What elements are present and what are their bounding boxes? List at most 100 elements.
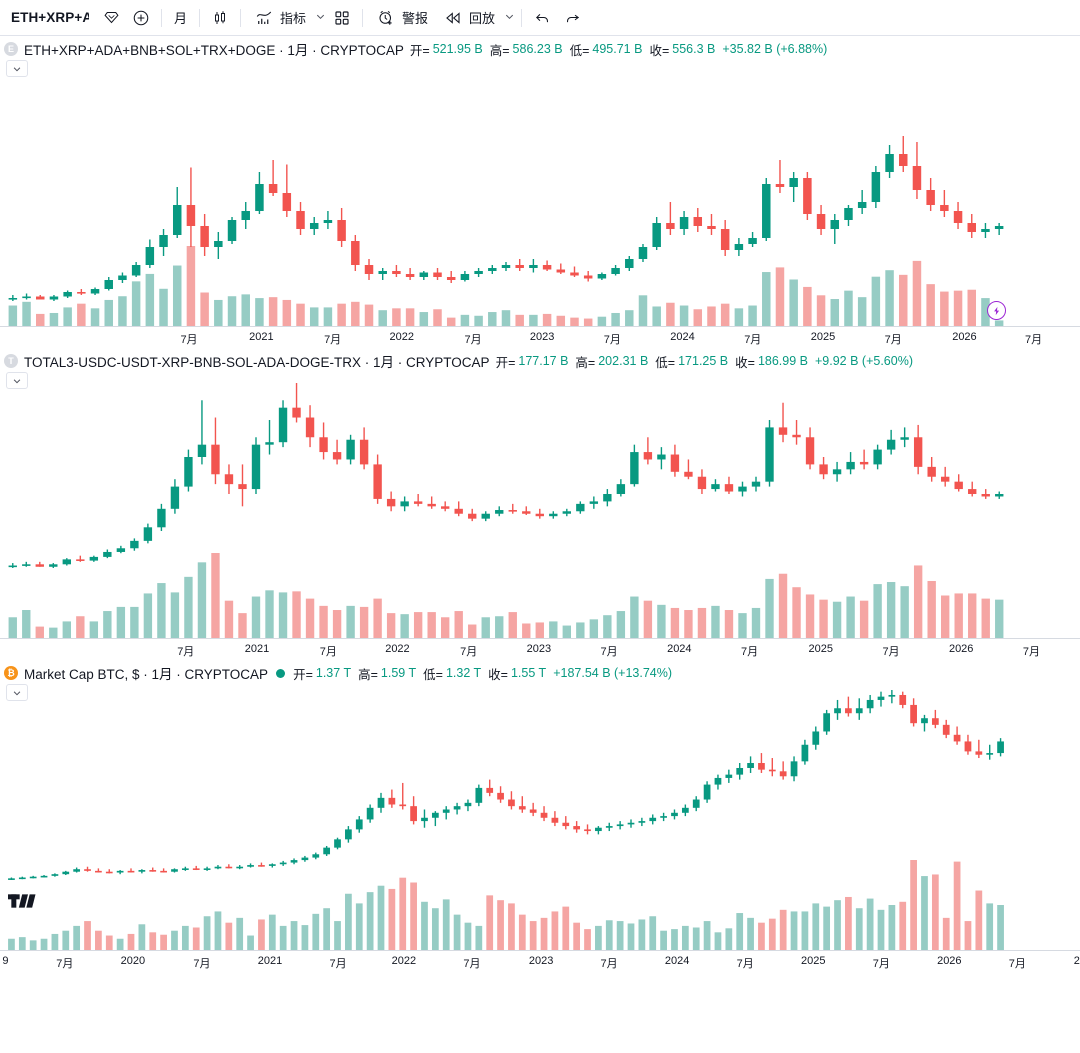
x-axis-tick-label: 9 (2, 955, 9, 967)
x-axis-tick-label: 2023 (528, 955, 554, 967)
rewind-icon (442, 7, 464, 29)
indicator-chart-icon (253, 7, 275, 29)
candlestick-series (8, 383, 1004, 568)
pane-collapse-button[interactable] (6, 60, 28, 77)
change-value: +187.54 B (+13.74%) (553, 666, 673, 680)
replay-button[interactable]: 回放 (435, 4, 502, 32)
symbol-badge-icon: T (4, 354, 18, 368)
x-axis-tick-label: 2025 (800, 955, 826, 967)
plus-circle-icon (130, 7, 152, 29)
x-axis-tick-label: 2025 (808, 643, 834, 655)
x-axis-tick-label: 2021 (257, 955, 283, 967)
x-axis-tick-label: 2020 (120, 955, 146, 967)
ohlc-value: 186.99 B (757, 354, 808, 368)
x-axis-tick-label: 7月 (872, 958, 890, 970)
symbol-badge-icon: ₿ (4, 666, 18, 680)
chevron-down-icon (504, 10, 515, 25)
x-axis-tick-label: 7月 (600, 958, 618, 970)
pane-collapse-button[interactable] (6, 372, 28, 389)
x-axis-tick-label: 2026 (948, 643, 974, 655)
x-axis-tick-label: 2023 (529, 331, 555, 343)
add-symbol-button[interactable] (126, 4, 156, 32)
chart-pane-2[interactable]: T TOTAL3-USDC-USDT-XRP-BNB-SOL-ADA-DOGE-T… (0, 348, 1080, 660)
chart-pane-3[interactable]: ₿ Market Cap BTC, $ · 1月 · CRYPTOCAP 开= 1.3… (0, 660, 1080, 978)
indicators-label: 指标 (280, 11, 307, 26)
x-axis-tick-label: 7月 (56, 958, 74, 970)
ohlc-value: 586.23 B (512, 42, 563, 56)
symbol-label: ETH+XRP+AD (11, 10, 89, 25)
x-axis-tick-label: 7月 (460, 646, 478, 658)
candlestick-plot[interactable] (0, 348, 1080, 638)
alerts-label: 警报 (402, 11, 429, 26)
x-axis-tick-label: 7月 (1022, 646, 1040, 658)
interval-label: 月 (174, 11, 188, 26)
ohlc-value: 171.25 B (678, 354, 729, 368)
pane-title[interactable]: ETH+XRP+ADA+BNB+SOL+TRX+DOGE · 1月 · CRYP… (24, 43, 404, 58)
x-axis-tick-label: 2021 (244, 643, 270, 655)
x-axis-tick-label: 7月 (600, 646, 618, 658)
change-value: +9.92 B (+5.60%) (815, 354, 913, 368)
x-axis-tick-label: 7月 (1024, 334, 1043, 346)
symbol-search-button[interactable]: ETH+XRP+AD (4, 4, 96, 32)
indicators-button[interactable]: 指标 (246, 4, 313, 32)
x-axis-tick-label: 7月 (603, 334, 621, 346)
x-axis-tick-label: 2023 (526, 643, 552, 655)
ohlc-value: 1.37 T (315, 666, 352, 680)
redo-button[interactable] (557, 4, 587, 32)
x-axis-tick-label: 7月 (736, 958, 754, 970)
x-axis-tick-label: 7月 (180, 334, 198, 346)
redo-arrow-icon (561, 7, 583, 29)
candlestick-plot[interactable] (0, 660, 1080, 950)
x-axis-tick-label: 7月 (193, 958, 211, 970)
x-axis[interactable]: 7月 2021 7月 2022 7月 2023 7月 2024 7月 2025 7月 2026 7月 (0, 326, 1080, 348)
x-axis-tick-label: 2 (1073, 955, 1080, 967)
ohlc-values: 开= 521.95 B 高= 586.23 B 低= 495.71 B 收= 556.3 B +… (410, 40, 827, 59)
ohlc-value: 1.55 T (510, 666, 547, 680)
x-axis-tick-label: 7月 (884, 334, 902, 346)
volume-series (8, 553, 1004, 638)
indicators-dropdown-button[interactable] (313, 7, 327, 29)
top-toolbar: ETH+XRP+AD 月 (0, 0, 1080, 36)
replay-dropdown-button[interactable] (502, 7, 516, 29)
x-axis-tick-label: 7月 (882, 646, 900, 658)
interval-button[interactable]: 月 (167, 4, 194, 32)
watchlist-toggle-button[interactable] (96, 4, 126, 32)
x-axis[interactable]: 7月 2021 7月 2022 7月 2023 7月 2024 7月 2025 7月 2026 7月 (0, 638, 1080, 660)
chart-pane-1[interactable]: E ETH+XRP+ADA+BNB+SOL+TRX+DOGE · 1月 · CRY… (0, 36, 1080, 348)
ohlc-key: 低= (569, 43, 590, 58)
chevron-down-icon (13, 66, 21, 71)
x-axis-tick-label: 2026 (937, 955, 962, 967)
ohlc-value: 1.32 T (445, 666, 482, 680)
x-axis-tick-label: 2022 (389, 331, 414, 343)
x-axis-tick-label: 7月 (324, 334, 342, 346)
pane-title[interactable]: Market Cap BTC, $ · 1月 · CRYPTOCAP (24, 667, 269, 682)
undo-button[interactable] (527, 4, 557, 32)
layouts-button[interactable] (327, 4, 357, 32)
pane-title[interactable]: TOTAL3-USDC-USDT-XRP-BNB-SOL-ADA-DOGE-TR… (24, 355, 490, 370)
ohlc-key: 高= (358, 667, 378, 682)
x-axis-tick-label: 2024 (670, 331, 695, 343)
x-axis-tick-label: 7月 (1008, 958, 1026, 970)
toolbar-divider (240, 8, 242, 27)
pane-collapse-button[interactable] (6, 684, 28, 701)
series-color-dot (276, 668, 286, 678)
candlestick-plot[interactable] (0, 36, 1080, 326)
chart-style-button[interactable] (205, 4, 235, 32)
x-axis-tick-label: 2025 (810, 331, 836, 343)
chevron-down-icon (13, 378, 21, 383)
ohlc-value: 177.17 B (518, 354, 569, 368)
candlestick-series (8, 690, 1004, 880)
symbol-badge-icon: E (4, 42, 18, 56)
volume-series (8, 860, 1004, 950)
alerts-button[interactable]: 警报 (368, 4, 435, 32)
ohlc-value: 521.95 B (432, 42, 483, 56)
ohlc-value: 556.3 B (672, 42, 716, 56)
ohlc-key: 收= (488, 667, 508, 682)
x-axis[interactable]: 9 7月 2020 7月 2021 7月 2022 7月 2023 7月 2024 7月 2025 7月 2… (0, 950, 1080, 978)
tradingview-logo[interactable] (8, 890, 38, 917)
ohlc-values: 开= 1.37 T 高= 1.59 T 低= 1.32 T 收= 1.55 T +187.54 … (293, 664, 672, 683)
grid-layouts-icon (331, 7, 353, 29)
pane-legend: ₿ Market Cap BTC, $ · 1月 · CRYPTOCAP 开= 1.3… (4, 664, 672, 682)
lightning-bolt-icon[interactable] (987, 301, 1006, 320)
candlestick-series (8, 136, 1004, 301)
